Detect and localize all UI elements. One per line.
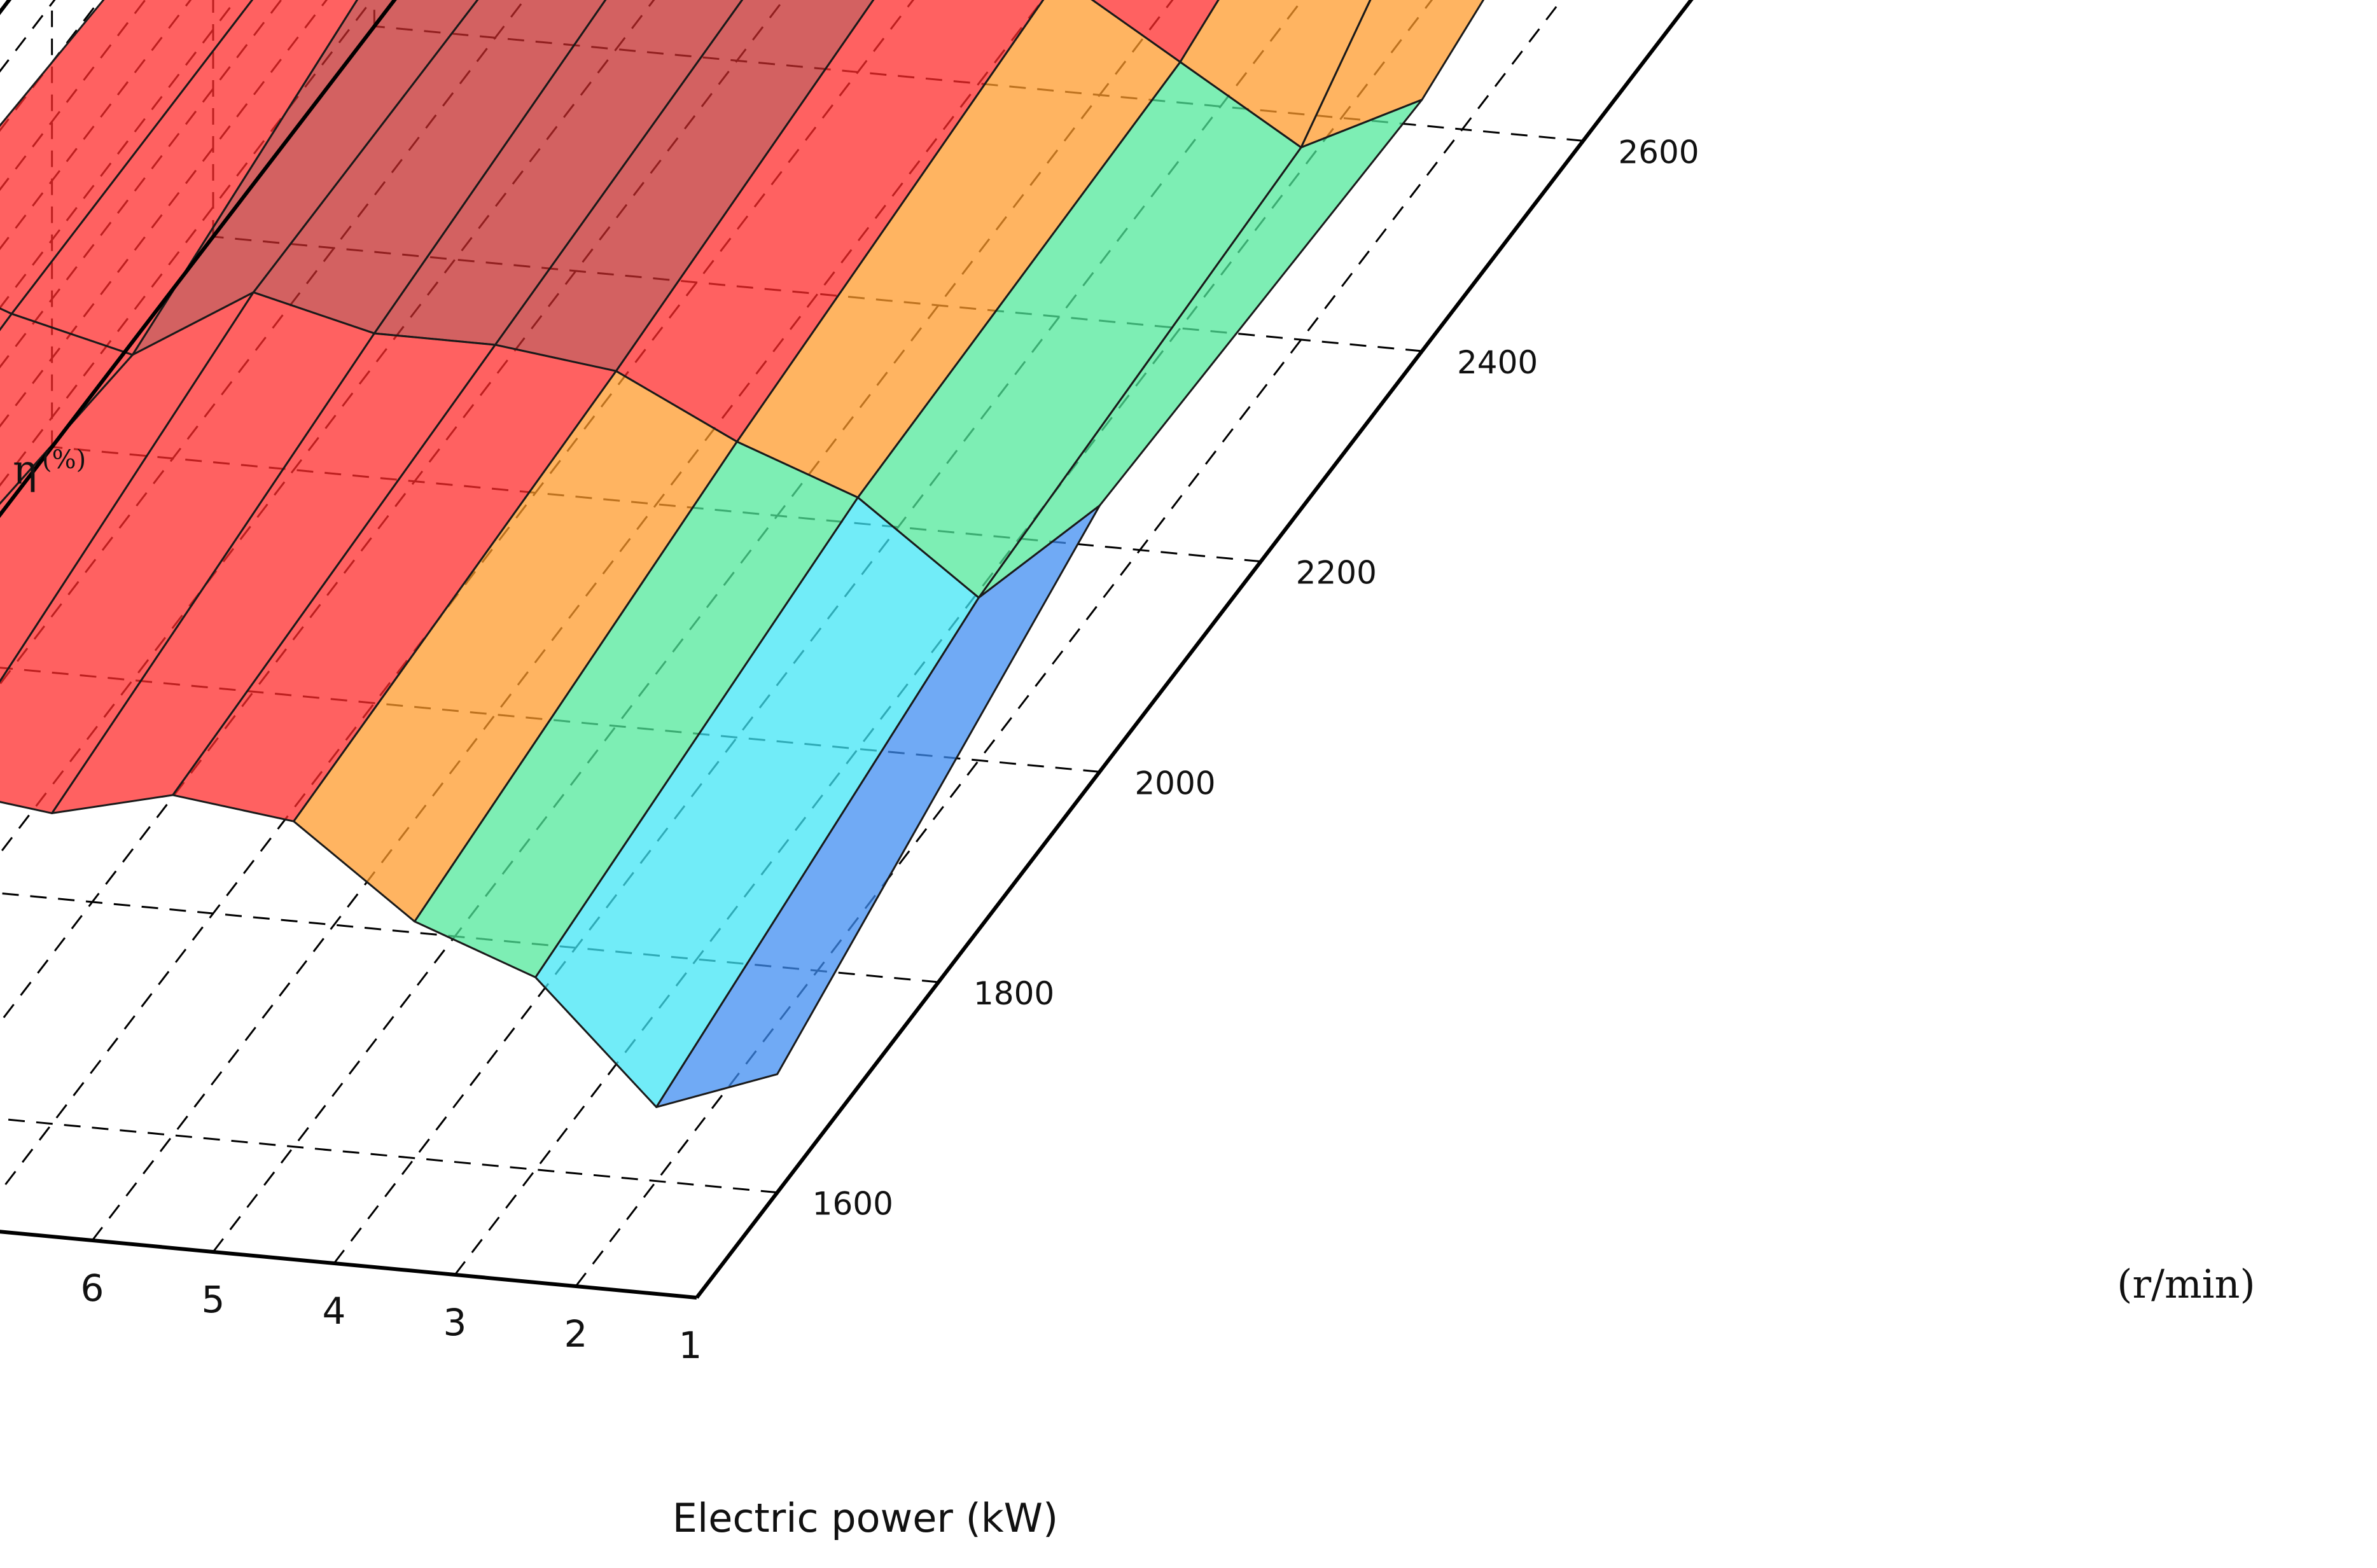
y-axis-title: (r/min) [2117, 1261, 2255, 1307]
floor-grid-line [0, 1118, 777, 1194]
y-tick-label: 2000 [1134, 765, 1215, 801]
frame-edge [0, 0, 397, 518]
y-axis-line [695, 0, 1694, 1299]
x-axis-title: Electric power (kW) [673, 1495, 1058, 1541]
y-tick-label: 2400 [1457, 344, 1538, 381]
wall-grid-line [0, 0, 101, 132]
x-tick-label: 5 [202, 1278, 225, 1321]
z-axis-title: η [13, 447, 37, 494]
x-axis-line [0, 1230, 697, 1300]
y-tick-label: 1600 [812, 1186, 893, 1223]
floor-grid-line [575, 0, 1563, 1287]
surface-face [655, 504, 1101, 1108]
y-tick-label: 1800 [973, 975, 1054, 1012]
x-tick-label: 1 [679, 1324, 702, 1367]
x-tick-label: 6 [81, 1266, 104, 1310]
z-axis-unit: (%) [42, 445, 86, 475]
x-tick-label: 4 [323, 1289, 346, 1333]
y-tick-label: 2200 [1296, 555, 1377, 592]
surface-layer [0, 0, 1485, 1108]
x-tick-label: 3 [443, 1301, 467, 1344]
label-layer: 1110987654321160018002000220024002600280… [81, 134, 1699, 1367]
frame-layer [0, 0, 1694, 1300]
y-tick-label: 2600 [1618, 134, 1699, 170]
x-tick-label: 2 [564, 1312, 588, 1356]
